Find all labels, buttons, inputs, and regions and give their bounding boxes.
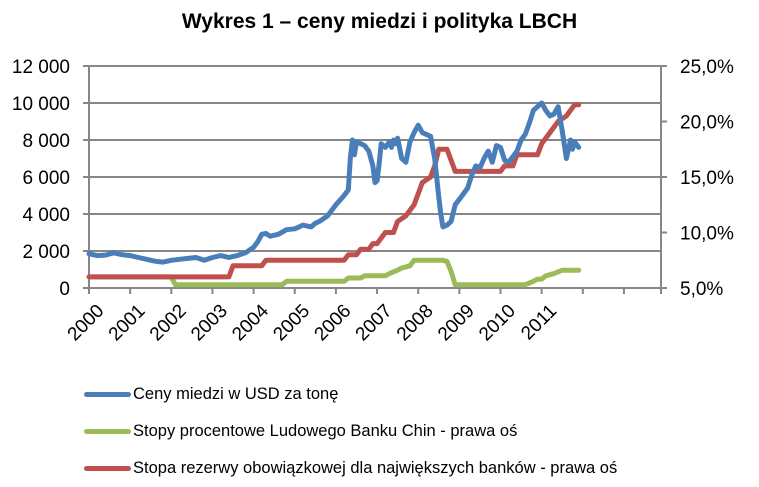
legend-swatch-red bbox=[84, 466, 131, 471]
legend-swatch-green bbox=[84, 429, 131, 434]
left-axis-tick-label: 12 000 bbox=[12, 57, 70, 78]
series-lines bbox=[86, 100, 582, 288]
x-axis-labels: 2000200120022003200420052006200720082009… bbox=[64, 300, 561, 345]
x-axis-tick-label: 2004 bbox=[228, 300, 273, 345]
x-axis-tick-label: 2002 bbox=[146, 301, 191, 346]
left-axis-labels: 0 2 000 4 000 6 000 8 000 10 000 12 000 bbox=[12, 57, 70, 300]
left-axis-tick-label: 2 000 bbox=[22, 242, 70, 263]
chart-title: Wykres 1 – ceny miedzi i polityka LBCH bbox=[181, 10, 578, 33]
legend-item-copper-price: Ceny miedzi w USD za tonę bbox=[84, 376, 617, 413]
legend: Ceny miedzi w USD za tonę Stopy procento… bbox=[84, 376, 617, 487]
right-axis-labels: 5,0% 10,0% 15,0% 20,0% 25,0% bbox=[680, 57, 734, 300]
x-axis-tick-label: 2006 bbox=[311, 301, 356, 346]
x-axis-tick-label: 2005 bbox=[269, 301, 314, 346]
x-axis-tick-label: 2008 bbox=[393, 301, 438, 346]
axes bbox=[83, 65, 667, 294]
x-axis-tick-label: 2007 bbox=[352, 301, 397, 346]
right-axis-tick-label: 5,0% bbox=[680, 279, 723, 300]
x-axis-tick-label: 2011 bbox=[517, 301, 561, 345]
left-axis-tick-label: 10 000 bbox=[12, 94, 70, 115]
series-reserve-ratio-line bbox=[86, 102, 582, 280]
right-axis-tick-label: 25,0% bbox=[680, 57, 734, 78]
x-axis-tick-label: 2003 bbox=[187, 301, 232, 346]
legend-label: Stopa rezerwy obowiązkowej dla największ… bbox=[133, 459, 618, 477]
right-axis-tick-label: 10,0% bbox=[680, 224, 734, 245]
series-copper-price-line bbox=[86, 100, 582, 265]
legend-swatch-blue bbox=[84, 392, 131, 397]
x-axis-tick-label: 2001 bbox=[105, 301, 150, 346]
x-axis-tick-label: 2000 bbox=[64, 301, 109, 346]
right-axis-tick-label: 20,0% bbox=[680, 113, 734, 134]
legend-item-reserve-ratio: Stopa rezerwy obowiązkowej dla największ… bbox=[84, 450, 617, 487]
series-pboc-rate-line bbox=[86, 257, 582, 288]
left-axis-tick-label: 8 000 bbox=[22, 131, 70, 152]
legend-item-pboc-rate: Stopy procentowe Ludowego Banku Chin - p… bbox=[84, 413, 617, 450]
right-axis-tick-label: 15,0% bbox=[680, 168, 734, 189]
legend-label: Stopy procentowe Ludowego Banku Chin - p… bbox=[133, 422, 518, 440]
left-axis-tick-label: 0 bbox=[59, 279, 70, 300]
legend-label: Ceny miedzi w USD za tonę bbox=[133, 385, 339, 403]
x-axis-tick-label: 2009 bbox=[434, 301, 479, 346]
left-axis-tick-label: 6 000 bbox=[22, 168, 70, 189]
x-axis-tick-label: 2010 bbox=[475, 301, 520, 346]
left-axis-tick-label: 4 000 bbox=[22, 205, 70, 226]
